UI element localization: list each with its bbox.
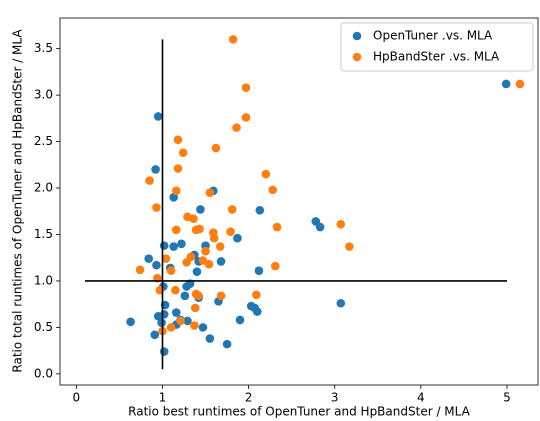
point [153,311,163,321]
point [232,123,241,132]
y-tick-label: 0.0 [34,366,53,380]
point [171,225,181,235]
point [166,266,176,276]
point [272,222,282,232]
point [145,176,154,185]
point [157,318,166,328]
point [215,242,225,251]
point [169,193,178,202]
point [190,321,199,330]
x-tick-label: 0 [73,391,81,405]
point [271,261,280,271]
legend-marker [352,52,362,62]
point [173,164,183,173]
legend: OpenTuner .vs. MLA HpBandSter .vs. MLA [340,22,534,72]
point [159,347,169,356]
point [161,254,171,263]
point [315,222,325,232]
point [169,242,178,251]
point [171,285,180,295]
point [205,334,215,343]
point [171,308,181,317]
point [194,291,203,301]
point [182,258,191,267]
point [222,339,232,349]
point [345,242,354,251]
point [176,316,185,326]
point [201,246,210,256]
point [166,323,176,332]
plot-frame [59,17,539,386]
legend-label: OpenTuner .vs. MLA [373,29,493,43]
point [241,83,251,92]
point [159,241,169,250]
y-tick-label: 3.5 [34,41,53,55]
x-tick-label: 1 [159,391,167,405]
point [152,203,161,212]
point [261,169,271,179]
y-tick-label: 1.0 [34,273,53,287]
point [153,112,163,121]
point [254,266,264,276]
x-tick-label: 5 [503,391,511,405]
y-tick-label: 2.0 [34,181,53,195]
point [515,79,525,89]
point [241,113,251,122]
point [233,233,242,243]
point [150,330,160,340]
point [205,188,215,197]
point [151,165,160,174]
y-tick-label: 0.5 [34,320,53,334]
point [336,298,346,308]
legend-box [340,22,534,72]
point [189,214,198,223]
point [227,205,237,214]
point [204,259,214,269]
point [209,233,219,243]
point [191,225,201,235]
point [190,303,200,313]
x-tick-label: 3 [331,391,339,405]
y-tick-label: 2.5 [34,134,53,148]
x-tick-label: 2 [245,391,253,405]
point [171,186,181,196]
point [235,315,245,325]
point [501,79,511,89]
point [183,316,192,326]
point [268,185,278,195]
point [192,267,202,276]
point [126,317,135,327]
y-tick-label: 3.0 [34,88,53,102]
point [228,35,238,44]
point [252,290,261,300]
point [255,206,265,215]
point [252,307,262,316]
legend-marker [352,31,362,41]
point [178,148,188,158]
x-axis-label: Ratio best runtimes of OpenTuner and HpB… [128,405,470,419]
x-tick-label: 4 [417,391,425,405]
point [173,135,183,145]
legend-label: HpBandSter .vs. MLA [373,50,500,64]
point [216,291,226,301]
point [144,254,154,263]
point [211,143,221,153]
y-tick-label: 1.5 [34,227,53,241]
point [336,219,346,229]
point [196,205,205,214]
point [226,227,235,236]
point [198,323,208,332]
point [180,291,190,301]
point [177,239,186,249]
y-axis-label: Ratio total runtimes of OpenTuner and Hp… [11,29,25,373]
point [216,257,226,266]
point [135,265,145,275]
point [152,260,161,270]
